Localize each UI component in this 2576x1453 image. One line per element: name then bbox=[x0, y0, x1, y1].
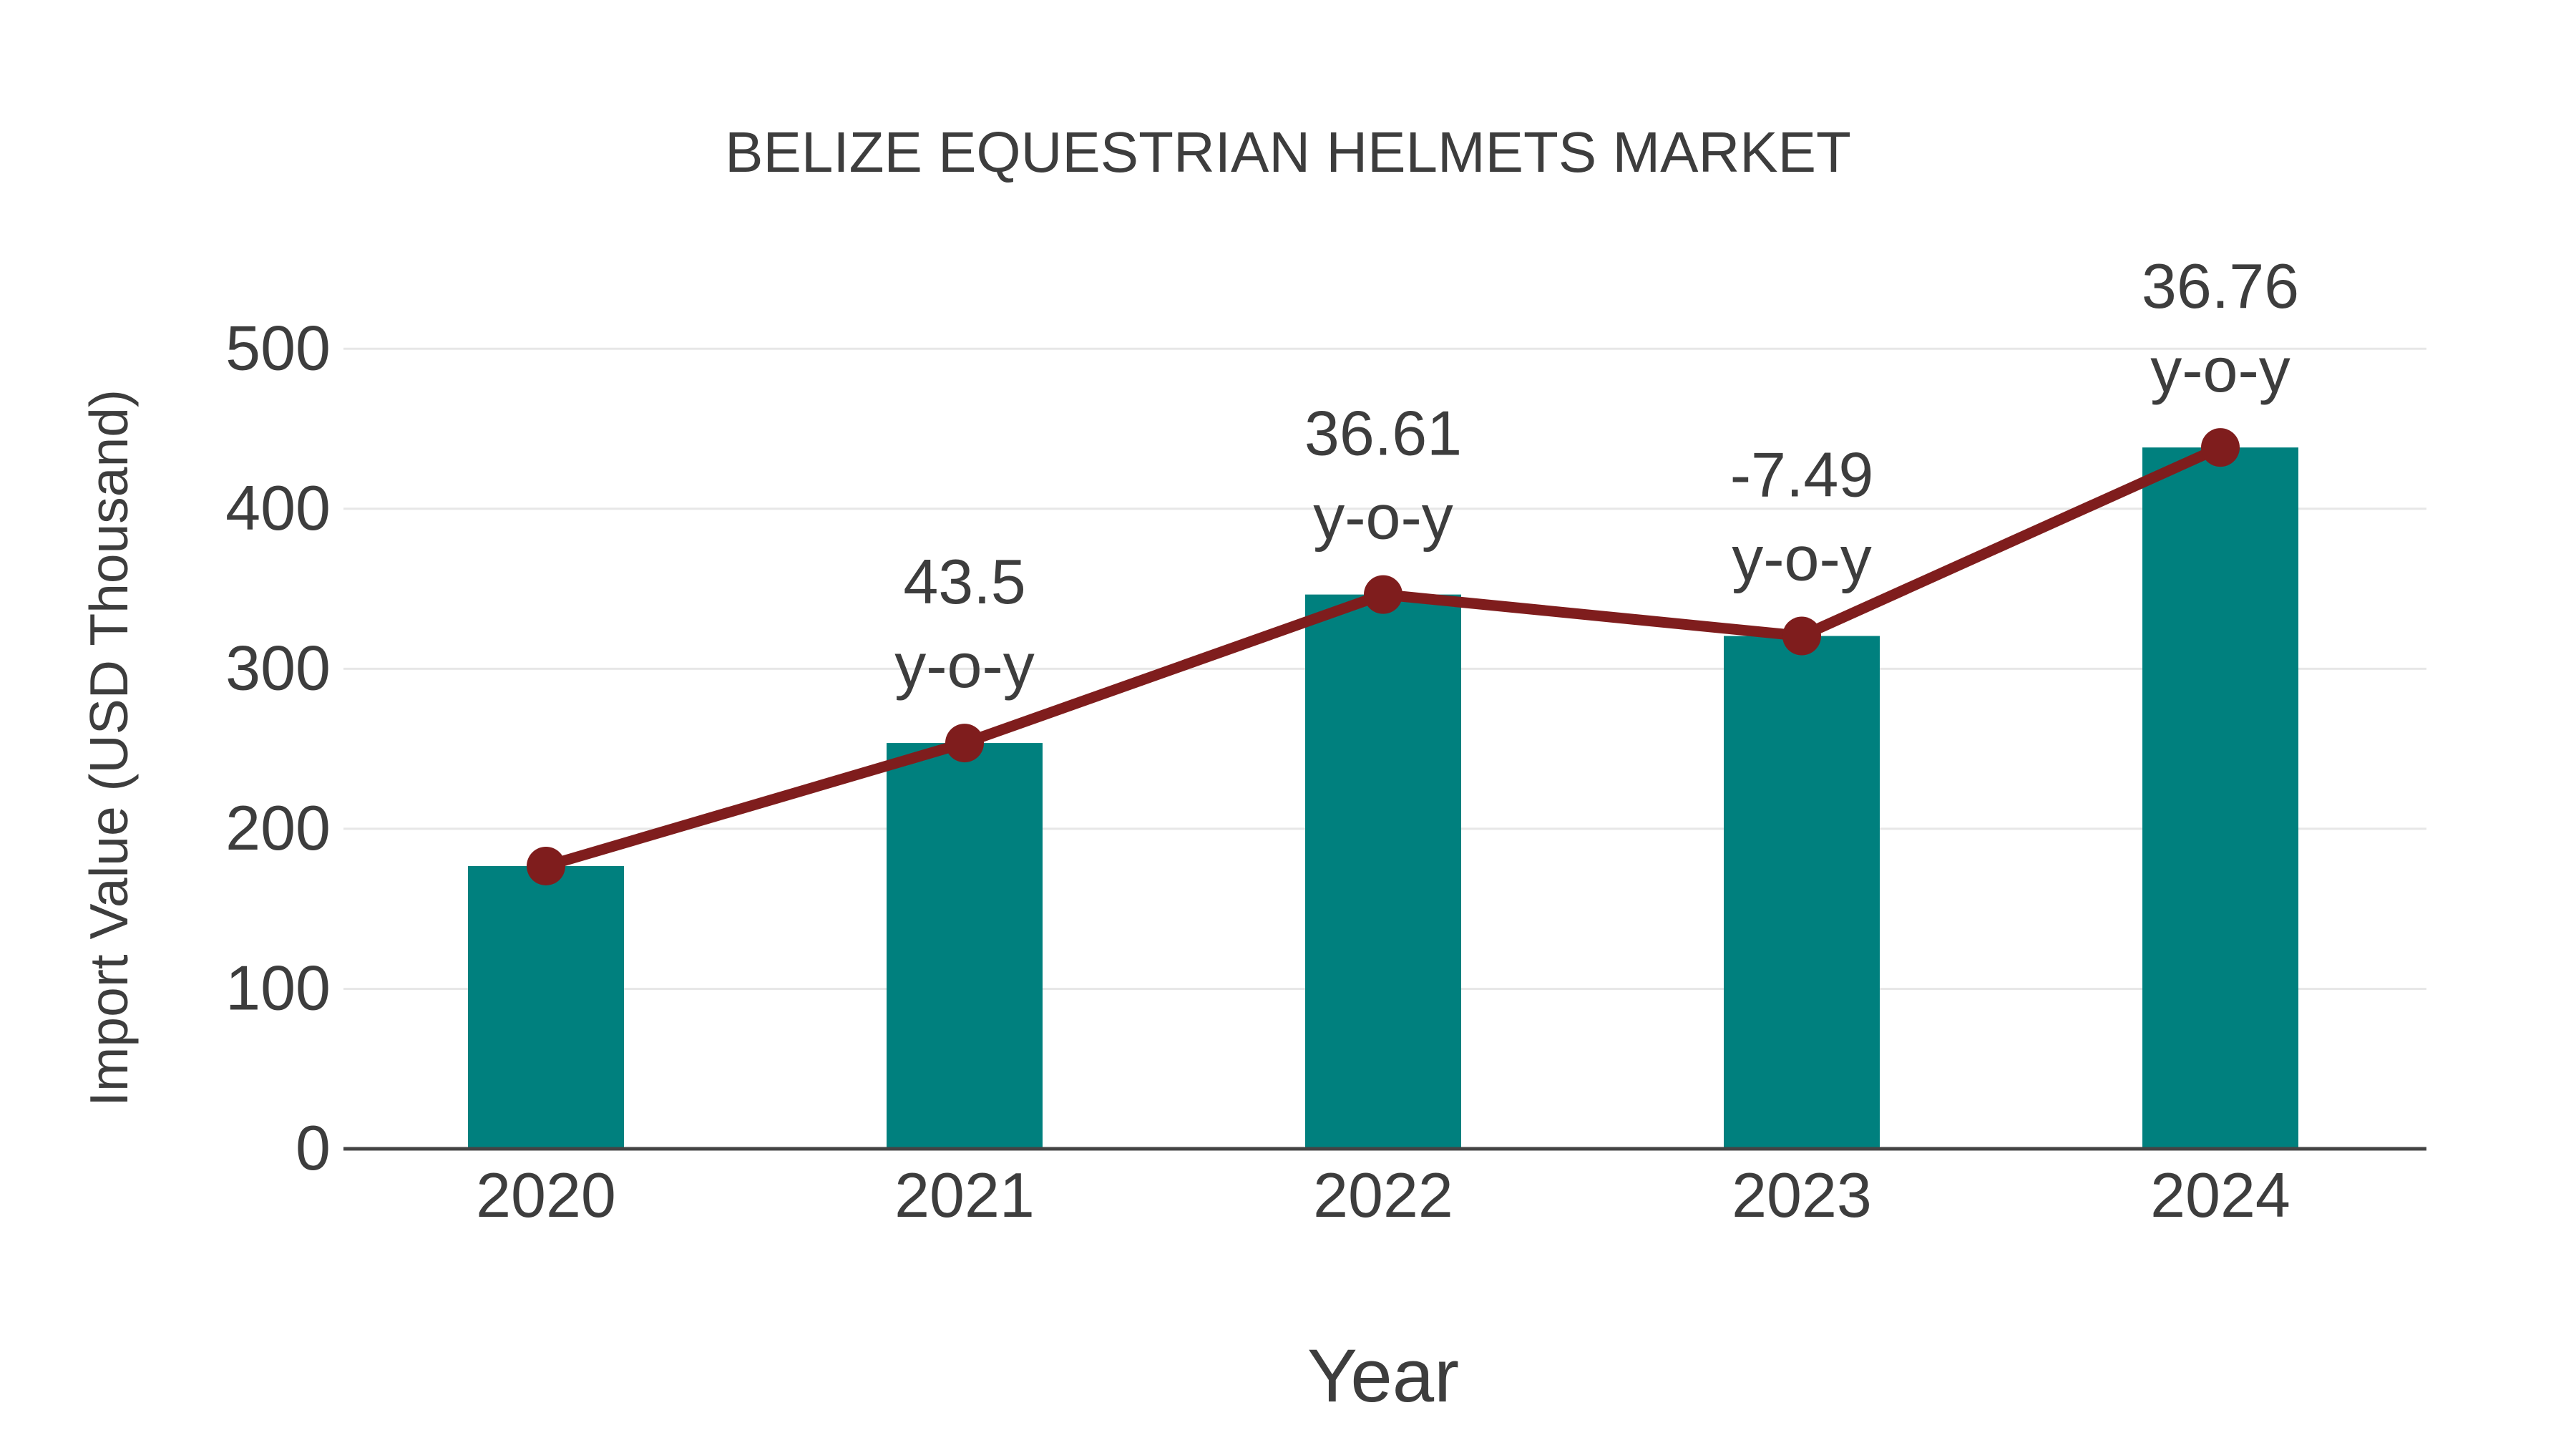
bar-2021 bbox=[887, 743, 1043, 1149]
tick-labels-group: 0 100 200 300 400 500 2020 2021 2022 2023 2024 bbox=[225, 312, 2290, 1230]
bar-2022 bbox=[1305, 594, 1461, 1149]
bars-group bbox=[468, 447, 2298, 1149]
annotation-suffix: y-o-y bbox=[1732, 523, 1872, 594]
bar-2024 bbox=[2142, 447, 2298, 1149]
y-tick-label: 100 bbox=[225, 952, 331, 1023]
y-tick-label: 300 bbox=[225, 632, 331, 703]
annotation-value: -7.49 bbox=[1730, 439, 1874, 510]
y-tick-label: 200 bbox=[225, 792, 331, 863]
x-tick-label: 2024 bbox=[2150, 1160, 2290, 1230]
trend-marker-2022 bbox=[1364, 575, 1402, 614]
trend-marker-2021 bbox=[945, 724, 984, 763]
annotation-value: 43.5 bbox=[903, 546, 1025, 617]
annotation-suffix: y-o-y bbox=[1313, 482, 1453, 553]
bar-2023 bbox=[1724, 636, 1880, 1149]
trend-line-group bbox=[527, 428, 2240, 885]
bar-2020 bbox=[468, 865, 624, 1149]
x-tick-label: 2023 bbox=[1732, 1160, 1872, 1230]
x-tick-label: 2022 bbox=[1313, 1160, 1453, 1230]
annotations-group: 43.5 y-o-y 36.61 y-o-y -7.49 y-o-y 36.76 y-o-y bbox=[894, 251, 2299, 701]
titles-group: BELIZE EQUESTRIAN HELMETS MARKET Import V… bbox=[79, 120, 1851, 1418]
trend-marker-2020 bbox=[527, 846, 565, 885]
y-tick-label: 0 bbox=[296, 1112, 331, 1183]
y-tick-label: 500 bbox=[225, 312, 331, 383]
annotation-suffix: y-o-y bbox=[894, 630, 1035, 701]
trend-marker-2024 bbox=[2201, 428, 2240, 467]
chart-title: BELIZE EQUESTRIAN HELMETS MARKET bbox=[725, 120, 1851, 184]
annotation-suffix: y-o-y bbox=[2150, 334, 2290, 405]
x-axis-title: Year bbox=[1307, 1334, 1459, 1418]
trend-marker-2023 bbox=[1782, 616, 1821, 656]
annotation-value: 36.61 bbox=[1304, 398, 1462, 469]
x-tick-label: 2021 bbox=[894, 1160, 1035, 1230]
annotation-value: 36.76 bbox=[2142, 251, 2299, 321]
y-axis-title: Import Value (USD Thousand) bbox=[79, 389, 139, 1107]
x-tick-label: 2020 bbox=[476, 1160, 616, 1230]
y-tick-label: 400 bbox=[225, 472, 331, 543]
